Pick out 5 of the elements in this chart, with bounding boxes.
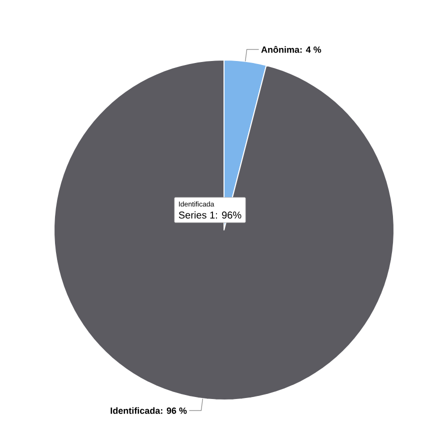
- data-label: : 4 %: [300, 46, 322, 53]
- text: Series 1: 96%: [178, 211, 242, 219]
- slice-label: Anônima: [261, 46, 300, 53]
- data-label: : 96 %: [161, 407, 187, 414]
- slice-label: Identificada: [110, 407, 160, 414]
